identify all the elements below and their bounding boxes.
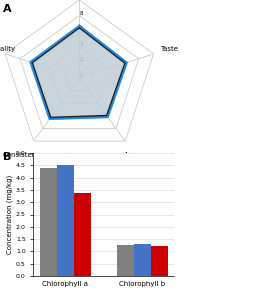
- Polygon shape: [32, 27, 125, 118]
- Bar: [151, 247, 168, 276]
- Legend: Fresh, HPP: Fresh, HPP: [42, 169, 117, 181]
- Bar: [40, 168, 57, 276]
- Bar: [117, 244, 134, 276]
- Text: A: A: [3, 4, 11, 14]
- Text: B: B: [3, 152, 11, 161]
- Bar: [74, 193, 91, 276]
- Bar: [57, 165, 74, 276]
- Polygon shape: [30, 26, 127, 119]
- Y-axis label: Concentration (mg/kg): Concentration (mg/kg): [6, 175, 13, 254]
- Bar: [134, 244, 151, 276]
